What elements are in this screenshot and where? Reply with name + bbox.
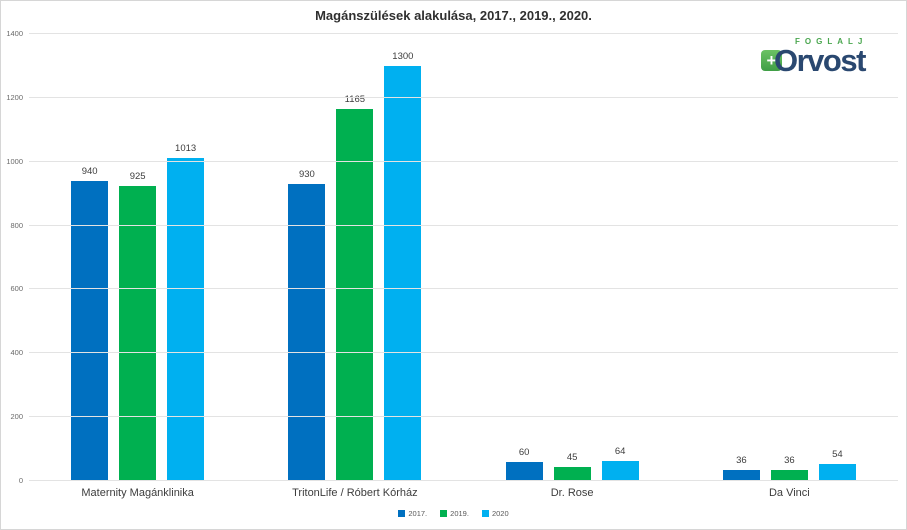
legend-label: 2020 [491, 509, 509, 518]
bar-column: 1300 [384, 51, 422, 481]
bar-2017 [71, 180, 109, 481]
legend-swatch [440, 510, 448, 517]
bar-column: 45 [553, 452, 591, 481]
x-category-label: Da Vinci [768, 487, 810, 499]
x-axis-labels: Maternity Magánklinika TritonLife / Róber… [29, 487, 898, 499]
bar-column: 930 [288, 169, 326, 481]
legend-swatch [481, 510, 489, 517]
bar-value-label: 45 [566, 451, 578, 463]
bar-2019 [336, 109, 374, 481]
bar-2017 [288, 184, 326, 481]
legend-item: 2020 [481, 509, 509, 518]
bar-value-label: 60 [518, 446, 530, 458]
y-axis-labels: 0 200 400 600 800 1000 1200 1400 [1, 30, 23, 485]
bar-value-label: 930 [298, 169, 315, 181]
bar-2019 [119, 185, 157, 481]
x-category-label: Dr. Rose [550, 487, 594, 499]
y-tick-label: 600 [10, 284, 23, 294]
plus-icon: + [761, 50, 782, 71]
x-category-label: TritonLife / Róbert Kórház [292, 487, 418, 499]
bar-2019 [553, 466, 591, 481]
legend-swatch [398, 510, 406, 517]
bar-group: 60 45 64 [464, 446, 681, 481]
bar-value-label: 925 [129, 170, 146, 182]
gridline [29, 96, 898, 98]
bar-value-label: 36 [736, 454, 747, 466]
bar-value-label: 1013 [175, 142, 197, 154]
y-tick-label: 1200 [6, 92, 23, 102]
bar-column: 940 [71, 166, 109, 481]
y-tick-label: 200 [10, 412, 23, 422]
chart-title: Magánszülések alakulása, 2017., 2019., 2… [315, 8, 592, 23]
gridline [29, 33, 898, 34]
gridline [29, 224, 898, 226]
y-tick-label: 1400 [6, 29, 23, 38]
bar-value-label: 36 [784, 454, 795, 466]
bar-groups: 940 925 1013 930 1165 1300 60 45 64 36 36 54 [29, 34, 898, 481]
bar-column: 36 [770, 455, 808, 481]
bar-value-label: 1300 [392, 50, 414, 62]
bar-column: 54 [818, 449, 856, 481]
plot-area: 940 925 1013 930 1165 1300 60 45 64 36 36 54 [29, 33, 898, 481]
gridline [29, 288, 898, 290]
bar-group: 930 1165 1300 [246, 51, 463, 481]
legend-item: 2017. [398, 509, 427, 518]
legend-label: 2019. [450, 509, 469, 518]
bar-column: 36 [722, 455, 760, 481]
bar-2017 [505, 461, 543, 481]
gridline [29, 480, 898, 481]
bar-2020 [601, 460, 639, 481]
bar-column: 1165 [336, 94, 374, 481]
y-tick-label: 1000 [6, 156, 23, 166]
logo-orvost-text: Orvost [774, 43, 866, 78]
bar-2020 [384, 65, 422, 481]
logo-foglalj-text: FOGLALJ [795, 37, 868, 46]
bar-value-label: 54 [832, 448, 843, 460]
bar-group: 940 925 1013 [29, 143, 246, 481]
x-category-label: Maternity Magánklinika [81, 487, 194, 499]
legend-item: 2019. [440, 509, 469, 518]
legend-label: 2017. [408, 509, 428, 518]
gridline [29, 416, 898, 418]
bar-2019 [770, 469, 808, 481]
bar-group: 36 36 54 [681, 449, 898, 481]
y-tick-label: 800 [10, 220, 23, 230]
bar-value-label: 64 [614, 445, 626, 457]
bar-column: 925 [119, 171, 157, 481]
bar-2020 [167, 157, 205, 481]
bar-column: 1013 [167, 143, 205, 481]
y-tick-label: 400 [10, 348, 23, 358]
bar-value-label: 940 [81, 165, 98, 177]
bar-value-label: 1165 [344, 94, 366, 106]
bar-2017 [722, 469, 760, 481]
gridline [29, 352, 898, 354]
foglaljorvost-logo: FOGLALJ + Orvost [761, 37, 886, 85]
bar-column: 64 [601, 446, 639, 481]
bar-2020 [818, 463, 856, 481]
bar-column: 60 [505, 447, 543, 481]
gridline [29, 160, 898, 162]
y-tick-label: 0 [18, 476, 23, 485]
legend: 2017. 2019. 2020 [1, 509, 906, 518]
